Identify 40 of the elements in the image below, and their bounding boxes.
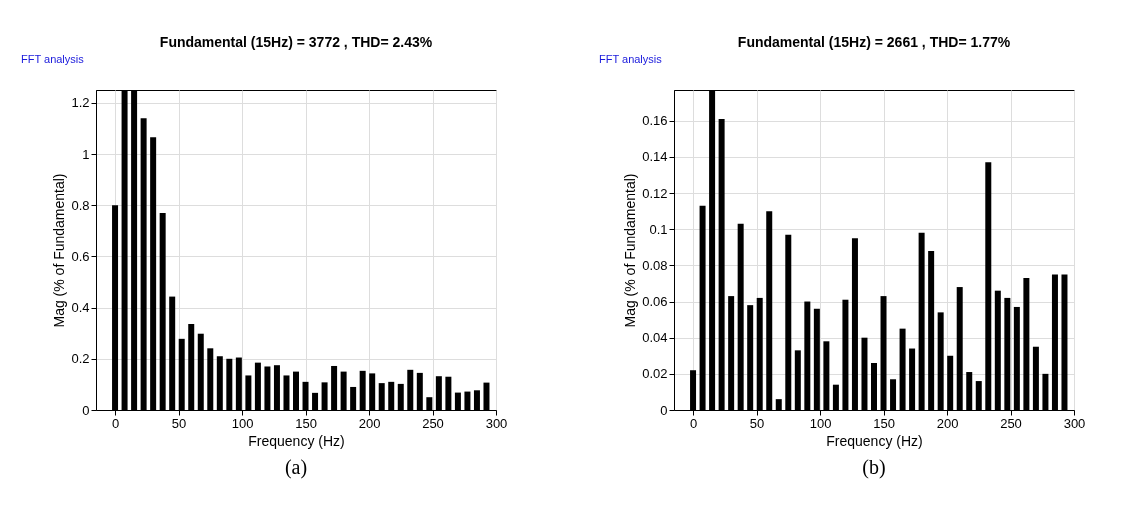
text: FFT analysis — [599, 53, 663, 65]
y-tick-label: 0.12 — [642, 185, 668, 201]
x-axis-title: Frequency (Hz) — [826, 432, 923, 449]
y-tick-label: 0.1 — [649, 221, 668, 237]
y-tick-label: 0 — [660, 402, 668, 418]
y-tick-label: 0.04 — [642, 330, 668, 346]
y-tick-label: 0.02 — [642, 366, 668, 382]
x-tick-label: 150 — [873, 415, 895, 431]
x-tick-label: 0 — [111, 415, 120, 431]
y-axis-title: Mag (% of Fundamental) — [622, 173, 639, 328]
y-axis-title: Mag (% of Fundamental) — [51, 173, 68, 328]
x-tick-label: 250 — [1000, 415, 1022, 431]
y-tick-label: 1.2 — [71, 95, 90, 111]
text: (b) — [862, 456, 886, 479]
y-tick-label: 0.06 — [642, 294, 668, 310]
x-axis-title: Frequency (Hz) — [248, 432, 345, 449]
x-tick-label: 200 — [936, 415, 959, 431]
y-tick-label: 0.6 — [71, 248, 90, 264]
y-tick-label: 0.08 — [642, 257, 668, 273]
y-tick-label: 0.8 — [71, 197, 90, 213]
x-tick-label: 100 — [231, 415, 254, 431]
x-tick-label: 0 — [689, 415, 698, 431]
text: FFT analysis — [21, 53, 85, 65]
x-tick-label: 200 — [358, 415, 381, 431]
text: (a) — [284, 456, 308, 479]
y-tick-label: 0.4 — [71, 300, 90, 316]
x-tick-label: 300 — [1063, 415, 1086, 431]
x-tick-label: 50 — [749, 415, 765, 431]
chart-title: Fundamental (15Hz) = 2661 , THD= 1.77% — [737, 34, 1011, 50]
x-tick-label: 100 — [809, 415, 832, 431]
y-tick-label: 0 — [82, 402, 90, 418]
y-tick-label: 0.14 — [642, 149, 668, 165]
x-tick-label: 50 — [171, 415, 187, 431]
y-tick-label: 0.16 — [642, 113, 668, 129]
x-tick-label: 150 — [295, 415, 317, 431]
y-tick-label: 1 — [82, 146, 90, 162]
y-tick-label: 0.2 — [71, 351, 90, 367]
x-tick-label: 300 — [485, 415, 508, 431]
x-tick-label: 250 — [422, 415, 444, 431]
chart-title: Fundamental (15Hz) = 3772 , THD= 2.43% — [159, 34, 433, 50]
